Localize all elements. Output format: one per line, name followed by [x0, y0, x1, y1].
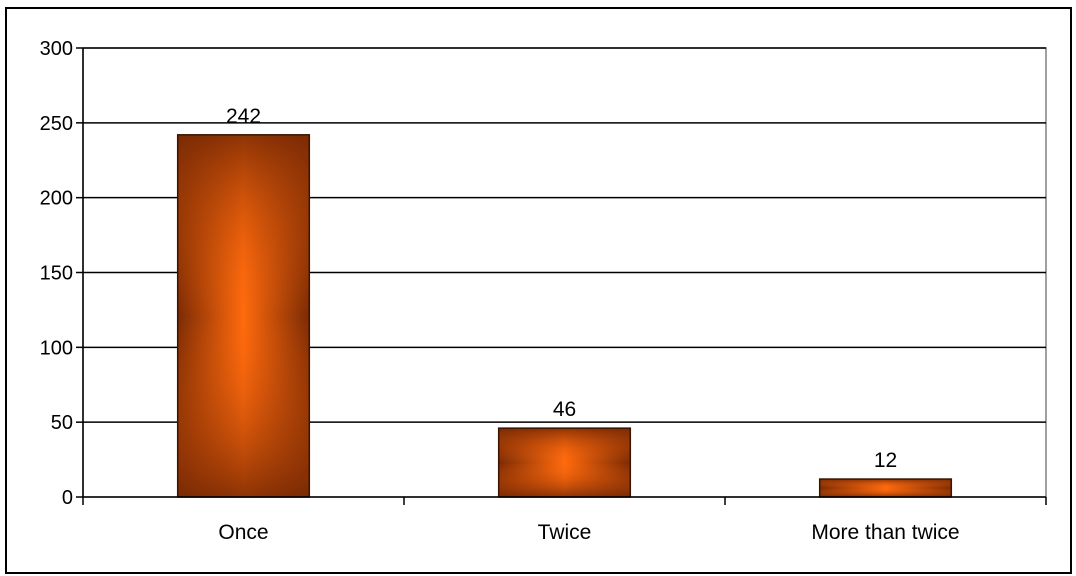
- y-tick-label: 200: [40, 188, 73, 210]
- data-label: 12: [874, 449, 897, 472]
- x-category-label: Twice: [538, 521, 592, 544]
- data-label: 242: [226, 105, 261, 128]
- bar-shading: [498, 428, 631, 497]
- bar-shading: [177, 134, 310, 497]
- y-tick-label: 100: [40, 337, 73, 359]
- y-tick-label: 50: [51, 412, 73, 434]
- bar-shading: [819, 479, 952, 497]
- x-category-label: More than twice: [811, 521, 959, 544]
- bars: [176, 134, 953, 498]
- y-tick-label: 150: [40, 263, 73, 285]
- x-category-label: Once: [218, 521, 268, 544]
- axes: [76, 47, 1047, 505]
- y-tick-label: 300: [40, 38, 73, 60]
- data-label: 46: [553, 398, 576, 421]
- y-tick-label: 250: [40, 113, 73, 135]
- labels: 0 50 100 150 200 250 300 242 Once 46 Twice 12 More t…: [40, 38, 960, 544]
- y-tick-label: 0: [62, 487, 73, 509]
